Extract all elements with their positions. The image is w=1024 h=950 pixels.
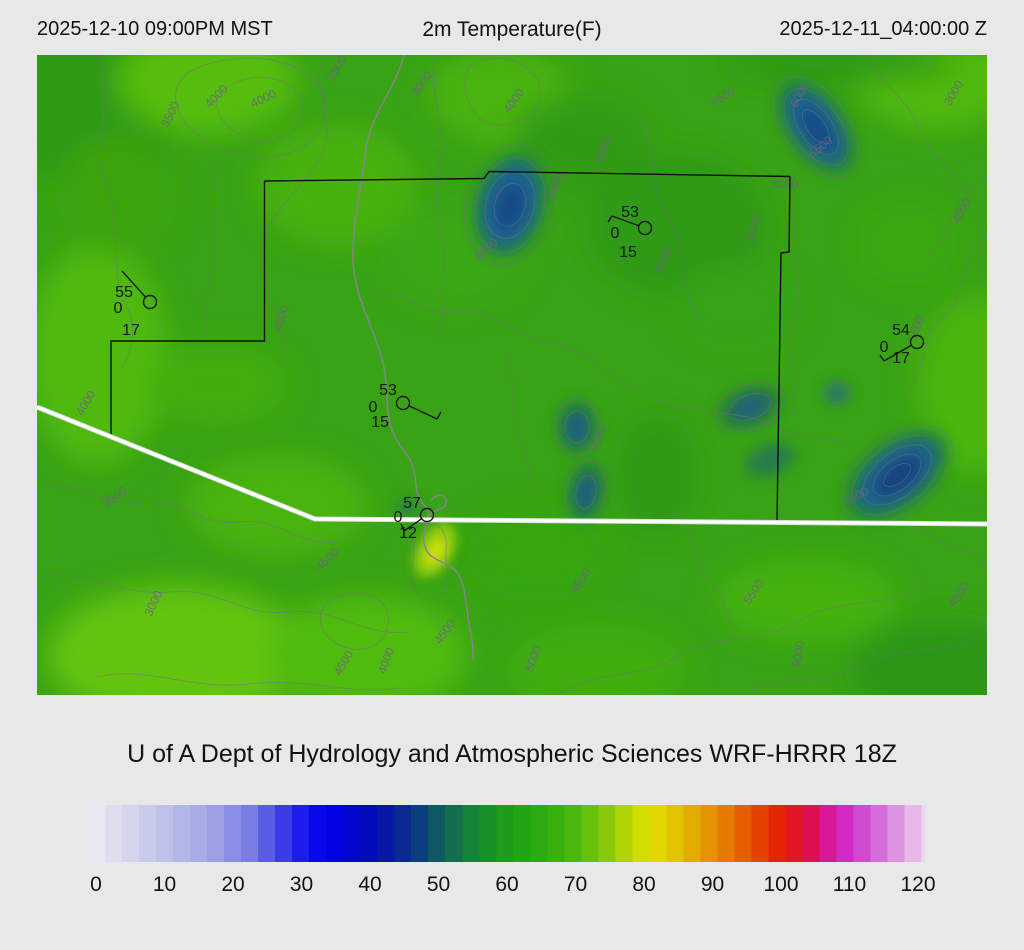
river [352, 54, 474, 661]
station-temp-value: 55 [115, 284, 133, 301]
station-plot: 530 15 [607, 204, 653, 261]
station-dew-value: 15 [371, 414, 389, 431]
colorbar-tick-label: 100 [763, 873, 799, 896]
station-circle-icon [395, 395, 411, 411]
station-aux-value: 0 [369, 399, 378, 416]
wind-barb [408, 405, 438, 420]
station-dew-value: 17 [122, 322, 140, 339]
station-temp-value: 57 [403, 495, 421, 512]
contour-label: 5000 [743, 214, 764, 244]
colorbar-tick-label: 30 [289, 873, 314, 896]
colorbar-ticks: 0 10 20 30 40 50 60 70 80 90 100 110 120 [88, 873, 935, 903]
colorbar-tick-label: 70 [563, 873, 588, 896]
station-dew-value: 12 [399, 525, 417, 542]
colorbar-tick-label: 80 [632, 873, 656, 896]
highway [36, 405, 988, 526]
station-dew-value: 15 [619, 244, 637, 261]
station-plot: 550 17 [114, 270, 158, 339]
wind-barb-tick [879, 354, 885, 362]
colorbar-tick-label: 110 [832, 873, 867, 896]
station-temp-value: 54 [892, 322, 910, 339]
wind-barb [611, 215, 640, 227]
colorbar-tick-label: 60 [495, 873, 519, 896]
wind-barb [121, 270, 147, 298]
wind-barb-tick [436, 411, 442, 420]
valid-time-local: 2025-12-10 09:00PM MST [37, 18, 273, 40]
county-borders [110, 170, 791, 523]
wind-barb-tick [607, 215, 613, 223]
colorbar-tick-label: 0 [90, 873, 102, 896]
wind-barb [883, 344, 912, 362]
weather-map: 3500 4000 4000 3500 3000 3000 4000 4500 5000 6000… [0, 0, 1024, 725]
colorbar-tick-label: 20 [221, 873, 245, 896]
caption: U of A Dept of Hydrology and Atmospheric… [127, 740, 897, 768]
station-temp-value: 53 [379, 382, 397, 399]
cold-pools [401, 81, 947, 520]
station-circle-icon [142, 294, 158, 310]
colorbar-tick-label: 50 [426, 873, 451, 896]
wind-barb [403, 518, 423, 532]
colorbar-tick-label: 40 [358, 873, 382, 896]
station-temp-value: 53 [621, 204, 639, 221]
station-circle-icon [637, 220, 653, 236]
station-circle-icon [909, 334, 925, 350]
station-aux-value: 0 [880, 339, 889, 356]
station-aux-value: 0 [611, 225, 620, 242]
station-dew-value: 17 [892, 350, 910, 367]
station-aux-value: 0 [114, 300, 123, 317]
colorbar-tick-label: 90 [700, 873, 725, 896]
colorbar-tick-label: 120 [900, 873, 936, 896]
river-branch [427, 494, 447, 517]
station-aux-value: 0 [394, 509, 403, 526]
contour-label: 5000 [789, 640, 807, 669]
colorbar-tick-label: 10 [152, 873, 177, 896]
contour-label: 5000 [772, 177, 799, 191]
valid-time-utc: 2025-12-11_04:00:00 Z [779, 18, 987, 40]
page-title: 2m Temperature(F) [422, 18, 602, 41]
wind-barb-tick [400, 523, 405, 532]
station-circle-icon [419, 507, 435, 523]
colorbar-gradient [88, 805, 925, 862]
